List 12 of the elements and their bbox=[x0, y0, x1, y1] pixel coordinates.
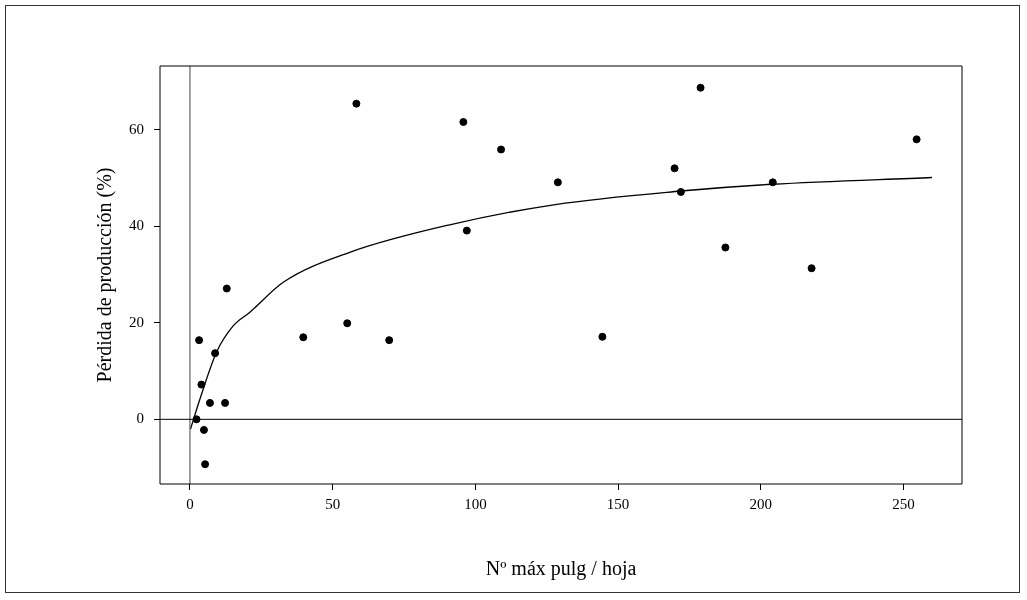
x-tick-label: 100 bbox=[464, 495, 487, 512]
y-tick-label: 0 bbox=[136, 410, 144, 427]
x-axis-title: Nº máx pulg / hoja bbox=[485, 557, 637, 581]
x-tick-label: 250 bbox=[892, 495, 915, 512]
x-tick-label: 0 bbox=[186, 495, 194, 512]
y-axis-title: Pérdida de producción (%) bbox=[93, 167, 117, 383]
x-tick-label: 50 bbox=[325, 495, 341, 512]
y-tick-label: 60 bbox=[129, 120, 144, 137]
x-tick-label: 200 bbox=[749, 495, 773, 512]
y-tick-label: 40 bbox=[129, 217, 144, 234]
x-tick-label: 150 bbox=[606, 495, 630, 512]
y-tick-label: 20 bbox=[129, 313, 144, 330]
